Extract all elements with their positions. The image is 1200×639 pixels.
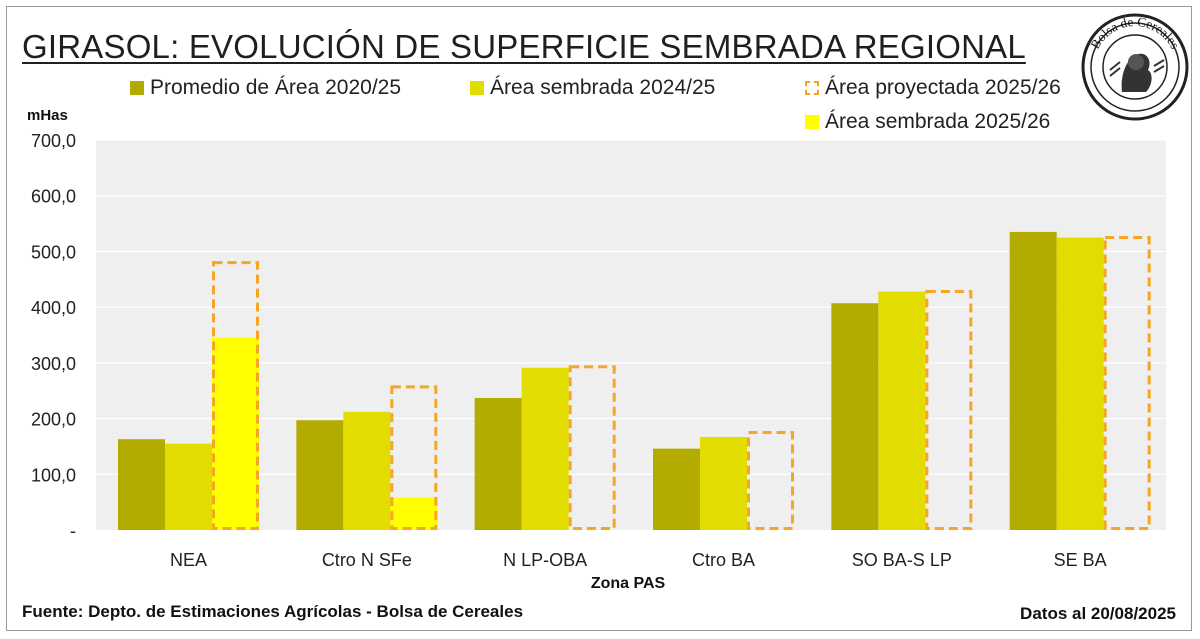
bar-sembrada-2425: [343, 411, 391, 530]
bar-proyectada-2526: [212, 261, 259, 530]
bar-proyectada-2526: [747, 431, 794, 530]
bar-promedio: [474, 397, 522, 530]
legend-item-promedio: Promedio de Área 2020/25: [130, 76, 401, 100]
legend-label-sembrada-2425: Área sembrada 2024/25: [490, 76, 716, 99]
bars: [118, 231, 1151, 531]
x-tick-label: NEA: [170, 550, 207, 570]
y-tick-label: 100,0: [31, 465, 76, 485]
bar-promedio: [296, 420, 344, 530]
legend-label-proyectada-2526: Área proyectada 2025/26: [825, 76, 1061, 99]
x-tick-label: SO BA-S LP: [852, 550, 952, 570]
y-tick-label: 300,0: [31, 354, 76, 374]
gridlines: [96, 139, 1166, 475]
legend-label-sembrada-2526: Área sembrada 2025/26: [825, 110, 1051, 133]
legend-label-promedio: Promedio de Área 2020/25: [150, 76, 402, 99]
bar-proyectada-2526: [1103, 236, 1151, 530]
x-tick-label: Ctro N SFe: [322, 550, 412, 570]
bar-sembrada-2526: [212, 337, 259, 530]
legend-swatch-promedio: [130, 81, 144, 95]
x-tick-label: N LP-OBA: [503, 550, 587, 570]
plot-background: [96, 140, 1166, 530]
bar-promedio: [653, 448, 700, 530]
bar-sembrada-2425: [1056, 237, 1104, 530]
y-tick-label: 400,0: [31, 298, 76, 318]
y-axis-label: mHas: [27, 107, 68, 124]
footer-date: Datos al 20/08/2025: [1020, 604, 1176, 623]
y-tick-label: 600,0: [31, 187, 76, 207]
bar-sembrada-2425: [878, 291, 926, 530]
y-axis-ticks: - 100,0 200,0 300,0 400,0 500,0 600,0 700,0: [31, 131, 76, 541]
legend-item-proyectada-2526: Área proyectada 2025/26: [805, 76, 1061, 100]
x-tick-label: SE BA: [1054, 550, 1107, 570]
chart-title: GIRASOL: EVOLUCIÓN DE SUPERFICIE SEMBRAD…: [22, 28, 1026, 65]
y-tick-label: 700,0: [31, 131, 76, 151]
x-axis-ticks: NEA Ctro N SFe N LP-OBA Ctro BA SO BA-S LP SE…: [170, 550, 1107, 570]
bar-sembrada-2425: [521, 367, 569, 530]
bar-proyectada-2526: [568, 365, 616, 530]
bolsa-de-cereales-seal-logo: Bolsa de Cereales: [1081, 13, 1189, 121]
legend-item-sembrada-2526: Área sembrada 2025/26: [805, 110, 1050, 134]
y-tick-label: 500,0: [31, 242, 76, 262]
bar-promedio: [118, 439, 165, 530]
y-tick-label: -: [70, 521, 76, 541]
bar-promedio: [1009, 231, 1057, 530]
y-tick-label: 200,0: [31, 410, 76, 430]
legend-swatch-sembrada-2425: [470, 81, 484, 95]
footer-source: Fuente: Depto. de Estimaciones Agrícolas…: [22, 602, 524, 621]
legend-swatch-sembrada-2526: [805, 115, 819, 129]
bar-proyectada-2526: [925, 290, 973, 530]
legend-swatch-proyectada-2526: [805, 81, 819, 95]
bar-promedio: [831, 303, 879, 530]
x-axis-label: Zona PAS: [591, 575, 666, 592]
x-tick-label: Ctro BA: [692, 550, 755, 570]
bar-proyectada-2526: [390, 385, 438, 531]
legend-item-sembrada-2425: Área sembrada 2024/25: [470, 76, 715, 100]
bar-sembrada-2526: [390, 497, 438, 530]
bar-sembrada-2425: [165, 443, 212, 530]
bar-sembrada-2425: [700, 436, 747, 530]
